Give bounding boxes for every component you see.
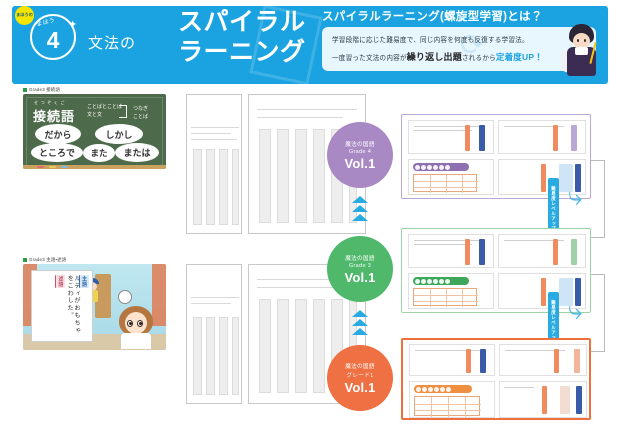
explainer-line-1: 学習段階に応じた難易度で、同じ内容を何度も反復する学習法。 bbox=[332, 37, 529, 44]
header-subject-label: 文法の bbox=[88, 35, 137, 52]
page-title-line2: ラーニング bbox=[178, 37, 306, 66]
tag-predicate: 述語 bbox=[55, 275, 66, 289]
grade-circle-1[interactable]: 魔法の国語 グレード1 Vol.1 bbox=[327, 345, 393, 411]
explainer-question: スパイラルラーニング(螺旋型学習)とは？ bbox=[322, 11, 543, 23]
mini-page-g1-3 bbox=[409, 381, 495, 418]
badge-dot-label: まほうの bbox=[15, 6, 34, 25]
spiral-arrow-icon-1: ⤷ bbox=[568, 181, 583, 211]
board-ruby: せつぞくご bbox=[34, 100, 67, 105]
board-title: 接続語 bbox=[33, 109, 76, 124]
connector-g4-g3 bbox=[591, 160, 605, 238]
worksheet-1-label-text: Grade3 接続語 bbox=[29, 87, 61, 92]
mini-page-g3-4 bbox=[498, 273, 586, 309]
grade-4-grade: Grade 4 bbox=[348, 148, 372, 155]
bubble-tokorode: ところで bbox=[31, 143, 83, 162]
grade-4-volume: Vol.1 bbox=[344, 155, 376, 171]
worksheet-panel-grade1 bbox=[401, 338, 591, 420]
mini-page-g4-3 bbox=[408, 159, 494, 195]
progress-arrow-1a bbox=[352, 196, 368, 203]
worksheet-page-1a bbox=[186, 94, 242, 234]
bubble-dakara: だから bbox=[35, 124, 81, 144]
chalk-tray bbox=[23, 165, 166, 169]
board-note-left: ことばとことば 文と文 bbox=[87, 104, 123, 118]
explainer-highlight-repeat: 繰り返し出題 bbox=[406, 52, 462, 62]
spiral-decor-icon: ⟳ bbox=[460, 29, 486, 62]
page-title-line1: スパイラル bbox=[178, 8, 306, 36]
mini-page-g3-1 bbox=[408, 234, 494, 268]
worksheet-2-label: Grade3 主語・述語 bbox=[23, 257, 66, 263]
progress-arrow-2b bbox=[352, 319, 368, 326]
explainer-line-2-a: 一度習った文法の内容が bbox=[332, 55, 407, 62]
grade-3-series: 魔法の国語 bbox=[345, 255, 375, 262]
clock-icon bbox=[118, 290, 132, 304]
mini-header-pill-g3 bbox=[413, 277, 469, 285]
sentence-text: ルディがおもちゃをこわした。 bbox=[66, 275, 80, 335]
tag-subject: 主語 bbox=[79, 275, 89, 289]
spiral-arrow-icon-2: ⤷ bbox=[568, 295, 583, 325]
mini-page-g4-2 bbox=[498, 120, 586, 154]
mini-page-g1-1 bbox=[409, 344, 495, 376]
bubble-mata: また bbox=[83, 144, 115, 162]
bubble-shikashi: しかし bbox=[95, 124, 143, 144]
badge-ring-icon bbox=[30, 14, 76, 60]
grade-3-volume: Vol.1 bbox=[344, 269, 376, 285]
mini-header-pill-g1 bbox=[414, 385, 472, 393]
grade-1-volume: Vol.1 bbox=[344, 379, 376, 395]
grade-circle-3[interactable]: 魔法の国語 Grade 3 Vol.1 bbox=[327, 236, 393, 302]
level-up-tab-2-text: 難易度レベルアップ bbox=[551, 299, 557, 345]
level-up-tab-1-text: 難易度レベルアップ bbox=[551, 185, 557, 231]
square-bullet-icon-2 bbox=[23, 258, 27, 262]
square-bullet-icon bbox=[23, 88, 27, 92]
mini-page-g4-4 bbox=[498, 159, 586, 195]
grade-3-grade: Grade 3 bbox=[348, 262, 372, 269]
explainer-panel bbox=[322, 27, 596, 71]
board-bracket-icon bbox=[119, 105, 127, 118]
mascot-wizard-icon bbox=[560, 24, 602, 76]
progress-arrow-1b bbox=[352, 205, 368, 212]
badge-number: 4 bbox=[46, 27, 60, 53]
mini-page-g3-3 bbox=[408, 273, 494, 309]
worksheet-1-label: Grade3 接続語 bbox=[23, 87, 60, 93]
mini-page-g1-4 bbox=[499, 381, 587, 418]
grade-1-grade: グレード1 bbox=[346, 372, 374, 379]
mini-page-g3-2 bbox=[498, 234, 586, 268]
worksheet-panel-grade4 bbox=[401, 114, 591, 199]
progress-arrow-1c bbox=[352, 214, 368, 221]
level-up-tab-1: 難易度レベルアップ bbox=[548, 178, 559, 238]
chalkboard-conjunctions: せつぞくご 接続語 ことばとことば 文と文 つなぎ ことば だから しかし ところで… bbox=[23, 94, 166, 169]
connector-g3-g1 bbox=[591, 274, 605, 352]
worksheet-page-2a bbox=[186, 264, 242, 404]
worksheet-2-label-text: Grade3 主語・述語 bbox=[29, 257, 67, 262]
worksheet-panel-grade3 bbox=[401, 228, 591, 313]
board-note-right: つなぎ ことば bbox=[133, 106, 149, 120]
explainer-line-2-c: されるから bbox=[461, 55, 496, 62]
progress-arrow-2a bbox=[352, 310, 368, 317]
grade-1-series: 魔法の国語 bbox=[345, 363, 375, 370]
level-up-tab-2: 難易度レベルアップ bbox=[548, 292, 559, 352]
illustration-subject-predicate: 主語 ルディがおもちゃをこわした。 述語 bbox=[23, 264, 166, 350]
explainer-line-2: 一度習った文法の内容が繰り返し出題されるから定着度UP！ bbox=[332, 50, 543, 63]
sentence-card: 主語 ルディがおもちゃをこわした。 述語 bbox=[31, 270, 93, 342]
progress-arrow-2c bbox=[352, 328, 368, 335]
grade-4-series: 魔法の国語 bbox=[345, 141, 375, 148]
mini-page-g4-1 bbox=[408, 120, 494, 154]
mini-header-pill-g4 bbox=[413, 163, 469, 171]
sparkle-icon: ✦ bbox=[68, 19, 78, 31]
mini-page-g1-2 bbox=[499, 344, 587, 376]
page-title: スパイラル ラーニング bbox=[178, 8, 306, 67]
grade-circle-4[interactable]: 魔法の国語 Grade 4 Vol.1 bbox=[327, 122, 393, 188]
header-explainer: スパイラルラーニング(螺旋型学習)とは？ ⟳ 学習段階に応じた難易度で、同じ内容… bbox=[310, 0, 608, 78]
explainer-highlight-retention: 定着度UP！ bbox=[495, 52, 543, 62]
bubble-matawa: または bbox=[115, 143, 159, 162]
